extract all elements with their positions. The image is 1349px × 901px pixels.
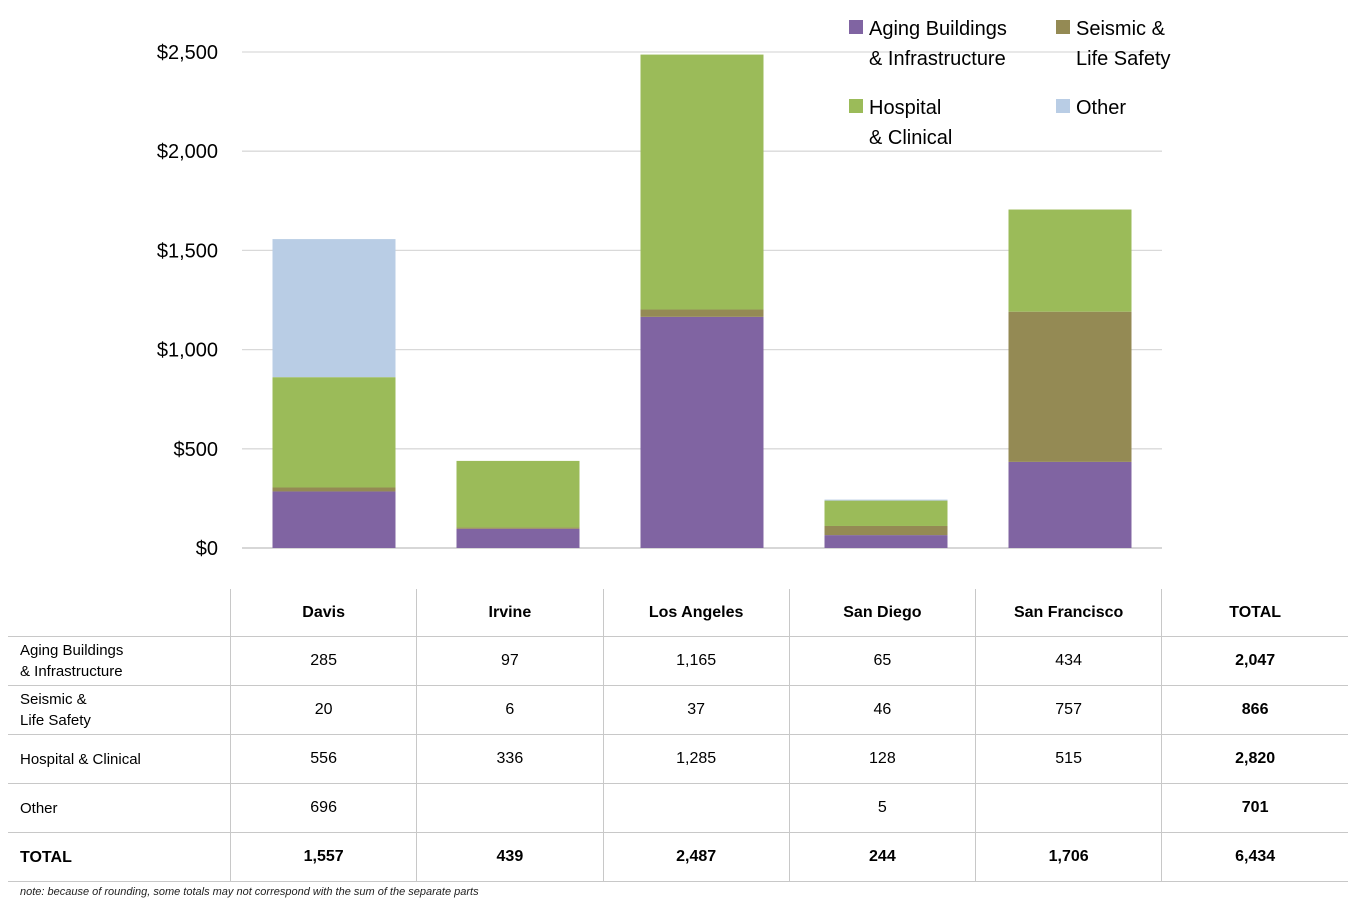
- stacked-bar-chart: $2,500 $2,000 $1,500 $1,000 $500 $0 Aging Bui…: [157, 18, 1171, 560]
- legend-label: Other: [1076, 97, 1126, 119]
- table-cell: 515: [974, 734, 1162, 784]
- bar-segment: [272, 491, 396, 548]
- table-cell: 757: [974, 685, 1162, 735]
- table-cell: 2,487: [602, 832, 790, 882]
- row-label: TOTAL: [8, 832, 231, 882]
- bar-segment: [456, 528, 580, 548]
- legend-label: Hospital & Clinical: [869, 97, 952, 149]
- table-cell: 556: [229, 734, 417, 784]
- table-cell: 97: [416, 636, 603, 686]
- legend-swatch: [1056, 20, 1070, 34]
- header-san-diego: San Diego: [788, 589, 976, 637]
- table-cell: 2,047: [1161, 636, 1348, 686]
- table-cell: [416, 783, 603, 833]
- table-cell: 20: [229, 685, 417, 735]
- y-tick-label: $1,500: [157, 240, 218, 262]
- table-cell: 439: [416, 832, 603, 882]
- row-label: Seismic & Life Safety: [8, 685, 231, 735]
- table-cell: 866: [1161, 685, 1348, 735]
- data-table: Davis Irvine Los Angeles San Diego San F…: [8, 589, 1348, 882]
- y-tick-label: $1,000: [157, 340, 218, 362]
- bar-segment: [640, 316, 764, 548]
- bar-segment: [1008, 461, 1132, 548]
- table-cell: 1,706: [974, 832, 1162, 882]
- bar-segment: [824, 525, 948, 536]
- bar-segment: [272, 377, 396, 488]
- header-san-francisco: San Francisco: [974, 589, 1162, 637]
- table-row: Hospital & Clinical 556 336 1,285 128 515 2,82…: [8, 734, 1348, 784]
- table-cell: 336: [416, 734, 603, 784]
- table-cell: [602, 783, 790, 833]
- y-tick-label: $500: [174, 439, 219, 461]
- table-cell: 701: [1161, 783, 1348, 833]
- bar-segment: [1008, 311, 1132, 462]
- legend-swatch: [849, 99, 863, 113]
- y-tick-label: $2,500: [157, 42, 218, 64]
- table-cell: 6,434: [1161, 832, 1348, 882]
- legend-label: Seismic & Life Safety: [1076, 18, 1171, 70]
- table-cell: 696: [229, 783, 417, 833]
- header-total: TOTAL: [1161, 589, 1348, 637]
- table-row: Seismic & Life Safety 20 6 37 46 757 866: [8, 685, 1348, 735]
- table-cell: 6: [416, 685, 603, 735]
- table-header-row: Davis Irvine Los Angeles San Diego San F…: [8, 589, 1348, 637]
- row-label: Aging Buildings & Infrastructure: [8, 636, 231, 686]
- header-davis: Davis: [229, 589, 417, 637]
- table-row: Aging Buildings & Infrastructure 285 97 1,16…: [8, 636, 1348, 686]
- bar-segment: [640, 309, 764, 317]
- row-label: Other: [8, 783, 231, 833]
- bar-segment: [824, 499, 948, 501]
- legend-swatch: [1056, 99, 1070, 113]
- table-cell: 1,165: [602, 636, 790, 686]
- row-label: Hospital & Clinical: [8, 734, 231, 784]
- table-corner: [8, 589, 231, 637]
- table-cell: [974, 783, 1162, 833]
- bar-segment: [824, 500, 948, 526]
- legend: Aging Buildings & Infrastructure Seismic &…: [849, 18, 1171, 149]
- footnote: note: because of rounding, some totals m…: [20, 886, 479, 898]
- table-cell: 46: [788, 685, 976, 735]
- legend-label: Aging Buildings & Infrastructure: [869, 18, 1007, 70]
- bar-segment: [1008, 209, 1132, 312]
- y-tick-label: $2,000: [157, 141, 218, 163]
- table-cell: 1,285: [602, 734, 790, 784]
- y-tick-label: $0: [196, 538, 218, 560]
- table-cell: 285: [229, 636, 417, 686]
- table-cell: 128: [788, 734, 976, 784]
- table-row: TOTAL 1,557 439 2,487 244 1,706 6,434: [8, 832, 1348, 882]
- table-cell: 5: [788, 783, 976, 833]
- bar-segment: [456, 460, 580, 528]
- legend-swatch: [849, 20, 863, 34]
- bar-segment: [272, 487, 396, 492]
- table-row: Other 696 5 701: [8, 783, 1348, 833]
- bars: [272, 54, 1132, 548]
- bar-segment: [272, 239, 396, 378]
- header-irvine: Irvine: [416, 589, 603, 637]
- table-cell: 244: [788, 832, 976, 882]
- bar-segment: [824, 535, 948, 548]
- bar-segment: [456, 527, 580, 529]
- table-cell: 434: [974, 636, 1162, 686]
- header-los-angeles: Los Angeles: [602, 589, 790, 637]
- table-cell: 2,820: [1161, 734, 1348, 784]
- table-cell: 1,557: [229, 832, 417, 882]
- bar-segment: [640, 54, 764, 310]
- y-axis-ticks: $2,500 $2,000 $1,500 $1,000 $500 $0: [157, 42, 218, 560]
- table-cell: 65: [788, 636, 976, 686]
- table-cell: 37: [602, 685, 790, 735]
